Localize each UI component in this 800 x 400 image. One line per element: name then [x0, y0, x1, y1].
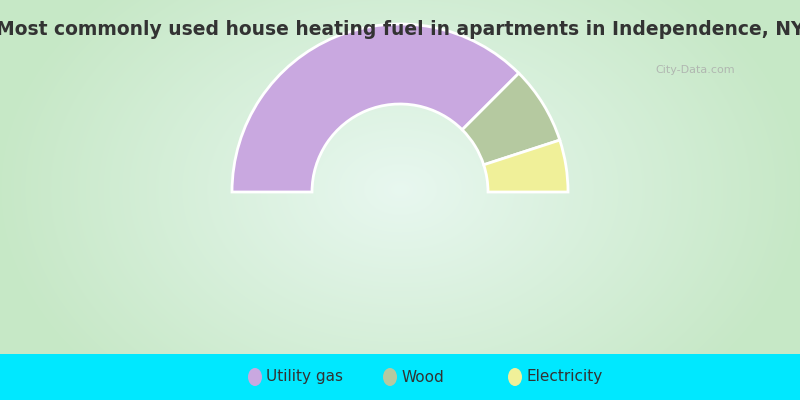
Text: Wood: Wood — [401, 370, 444, 384]
Ellipse shape — [248, 368, 262, 386]
Wedge shape — [232, 24, 518, 192]
Text: Most commonly used house heating fuel in apartments in Independence, NY: Most commonly used house heating fuel in… — [0, 20, 800, 39]
Wedge shape — [484, 140, 568, 192]
Bar — [0, 354, 800, 400]
Wedge shape — [462, 73, 560, 165]
Ellipse shape — [383, 368, 397, 386]
Text: Electricity: Electricity — [526, 370, 602, 384]
Ellipse shape — [508, 368, 522, 386]
Text: Utility gas: Utility gas — [266, 370, 343, 384]
Text: City-Data.com: City-Data.com — [655, 65, 735, 75]
